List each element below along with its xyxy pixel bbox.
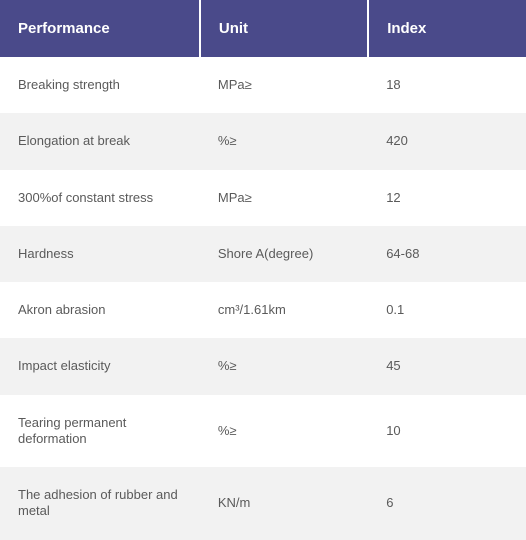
cell-performance: 300%of constant stress [0, 170, 200, 226]
table-body: Breaking strength MPa≥ 18 Elongation at … [0, 57, 526, 540]
cell-index: 64-68 [368, 226, 526, 282]
cell-unit: MPa≥ [200, 170, 368, 226]
table-row: Breaking strength MPa≥ 18 [0, 57, 526, 113]
cell-index: 10 [368, 395, 526, 468]
cell-unit: KN/m [200, 467, 368, 540]
table-row: The adhesion of rubber and metal KN/m 6 [0, 467, 526, 540]
cell-index: 6 [368, 467, 526, 540]
table-row: Hardness Shore A(degree) 64-68 [0, 226, 526, 282]
cell-unit: %≥ [200, 395, 368, 468]
cell-index: 18 [368, 57, 526, 113]
cell-performance: Breaking strength [0, 57, 200, 113]
cell-unit: MPa≥ [200, 57, 368, 113]
table-header-row: Performance Unit Index [0, 0, 526, 57]
cell-performance: Akron abrasion [0, 282, 200, 338]
col-header-unit: Unit [200, 0, 368, 57]
table-row: Tearing permanent deformation %≥ 10 [0, 395, 526, 468]
cell-performance: Hardness [0, 226, 200, 282]
spec-table: Performance Unit Index Breaking strength… [0, 0, 526, 540]
cell-index: 12 [368, 170, 526, 226]
cell-index: 420 [368, 113, 526, 169]
table-row: 300%of constant stress MPa≥ 12 [0, 170, 526, 226]
cell-performance: Impact elasticity [0, 338, 200, 394]
table-row: Elongation at break %≥ 420 [0, 113, 526, 169]
table-row: Akron abrasion cm³/1.61km 0.1 [0, 282, 526, 338]
cell-unit: cm³/1.61km [200, 282, 368, 338]
table-row: Impact elasticity %≥ 45 [0, 338, 526, 394]
cell-unit: Shore A(degree) [200, 226, 368, 282]
cell-index: 45 [368, 338, 526, 394]
cell-performance: The adhesion of rubber and metal [0, 467, 200, 540]
cell-performance: Elongation at break [0, 113, 200, 169]
cell-unit: %≥ [200, 113, 368, 169]
cell-unit: %≥ [200, 338, 368, 394]
col-header-index: Index [368, 0, 526, 57]
col-header-performance: Performance [0, 0, 200, 57]
cell-index: 0.1 [368, 282, 526, 338]
cell-performance: Tearing permanent deformation [0, 395, 200, 468]
